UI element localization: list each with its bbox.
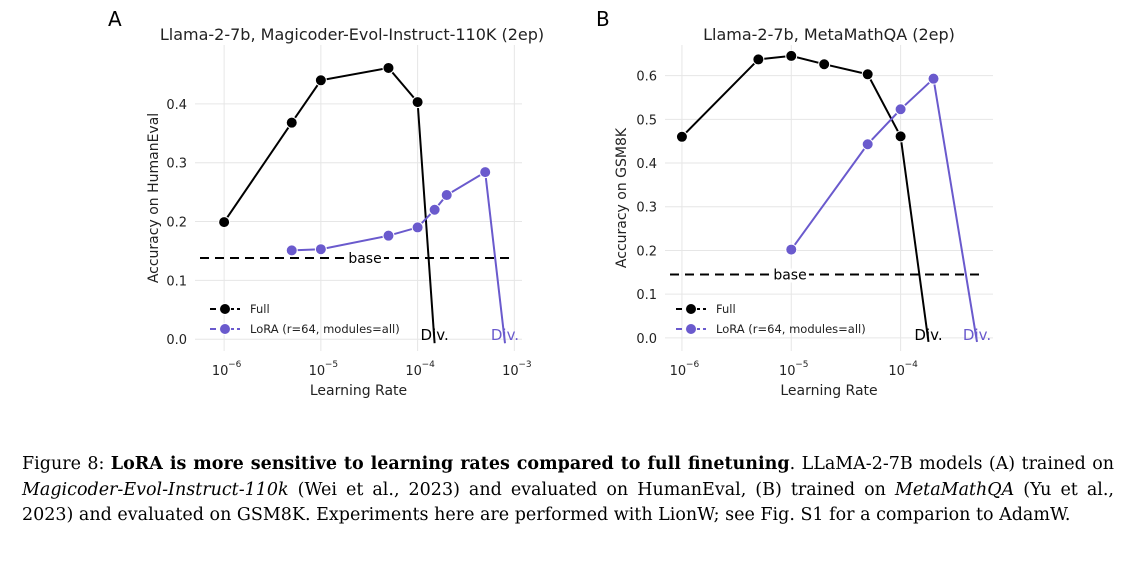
legend-marker: [219, 323, 231, 335]
data-point: [411, 96, 424, 109]
divergence-label: Div.: [421, 326, 449, 344]
divergence-label: Div.: [491, 326, 519, 344]
legend-label: Full: [716, 302, 736, 316]
x-axis-label: Learning Rate: [310, 383, 407, 399]
caption-title: LoRA is more sensitive to learning rates…: [110, 454, 790, 474]
y-tick-label: 0.0: [166, 333, 187, 348]
data-point: [382, 229, 395, 242]
legend-marker: [685, 323, 697, 335]
x-tick-label: 10: [502, 364, 519, 379]
x-tick-label: 10: [212, 364, 229, 379]
caption-text-1: . LLaMA-2-7B models (A) trained on: [789, 454, 1115, 474]
series-line-full: [681, 54, 930, 343]
x-tick-label: 10: [309, 364, 326, 379]
chart-title: Llama-2-7b, Magicoder-Evol-Instruct-110K…: [160, 25, 544, 44]
data-point: [861, 138, 874, 151]
legend-label: LoRA (r=64, modules=all): [250, 322, 400, 336]
chart-panel-b: B Llama-2-7b, MetaMathQA (2ep) 0.0 0.1 0.2 0.…: [596, 7, 993, 399]
series-line-lora: [790, 76, 978, 343]
data-point: [218, 216, 231, 229]
data-point: [479, 166, 492, 179]
data-point: [894, 103, 907, 116]
series-line-lora: [291, 170, 506, 344]
data-point: [285, 116, 298, 129]
y-tick-label: 0.0: [636, 332, 657, 347]
caption-text-2: (Wei et al., 2023) and evaluated on Huma…: [288, 479, 895, 500]
data-point: [428, 203, 441, 216]
data-point: [785, 49, 798, 62]
caption-dataset-2: MetaMathQA: [894, 479, 1015, 500]
data-point: [818, 58, 831, 71]
series-line-full: [223, 66, 436, 344]
x-tick-exponent: −6: [228, 360, 242, 370]
x-axis-label: Learning Rate: [780, 383, 877, 399]
y-tick-label: 0.4: [636, 157, 657, 172]
divergence-label: Div.: [963, 326, 991, 344]
y-axis-label: Accuracy on HumanEval: [146, 113, 162, 283]
x-tick-exponent: −5: [325, 360, 338, 370]
x-tick-label: 10: [888, 364, 905, 379]
figure: A Llama-2-7b, Magicoder-Evol-Instruct-110…: [108, 7, 993, 399]
x-tick-label: 10: [405, 364, 422, 379]
data-point: [314, 243, 327, 256]
y-tick-label: 0.3: [636, 201, 657, 216]
data-point: [752, 53, 765, 66]
x-tick-exponent: −3: [518, 360, 531, 370]
legend-label: Full: [250, 302, 270, 316]
divergence-label: Div.: [914, 326, 942, 344]
data-point: [382, 61, 395, 74]
x-tick-exponent: −5: [795, 360, 808, 370]
data-point: [411, 221, 424, 234]
data-point: [861, 68, 874, 81]
baseline-label: base: [348, 251, 381, 267]
x-tick-exponent: −6: [686, 360, 700, 370]
x-tick-exponent: −4: [422, 360, 436, 370]
data-point: [675, 130, 688, 143]
caption-text-3: (Yu et al., 2023) and evaluated on GSM8K…: [22, 479, 1114, 526]
x-tick-label: 10: [779, 364, 796, 379]
caption-prefix: Figure 8:: [22, 454, 111, 474]
y-tick-label: 0.6: [636, 70, 657, 85]
y-tick-label: 0.2: [636, 244, 657, 259]
y-tick-label: 0.4: [166, 98, 187, 113]
legend-marker: [219, 303, 231, 315]
baseline-label: base: [773, 268, 806, 284]
y-tick-label: 0.1: [166, 274, 187, 289]
chart-title: Llama-2-7b, MetaMathQA (2ep): [703, 25, 955, 44]
x-tick-label: 10: [670, 364, 687, 379]
y-tick-label: 0.5: [636, 113, 657, 128]
data-point: [440, 189, 453, 202]
data-point: [314, 74, 327, 87]
caption-dataset-1: Magicoder-Evol-Instruct-110k: [22, 479, 289, 500]
data-point: [285, 244, 298, 257]
y-tick-label: 0.3: [166, 157, 187, 172]
y-tick-label: 0.1: [636, 288, 657, 303]
legend-label: LoRA (r=64, modules=all): [716, 322, 866, 336]
figure-caption: Figure 8: LoRA is more sensitive to lear…: [22, 452, 1114, 529]
panel-label: A: [108, 7, 122, 31]
data-point: [785, 243, 798, 256]
chart-panel-a: A Llama-2-7b, Magicoder-Evol-Instruct-110…: [108, 7, 544, 399]
y-axis-label: Accuracy on GSM8K: [614, 127, 630, 268]
legend-marker: [685, 303, 697, 315]
x-tick-exponent: −4: [905, 360, 919, 370]
data-point: [894, 130, 907, 143]
y-tick-label: 0.2: [166, 216, 187, 231]
data-point: [927, 72, 940, 85]
panel-label: B: [596, 7, 610, 31]
